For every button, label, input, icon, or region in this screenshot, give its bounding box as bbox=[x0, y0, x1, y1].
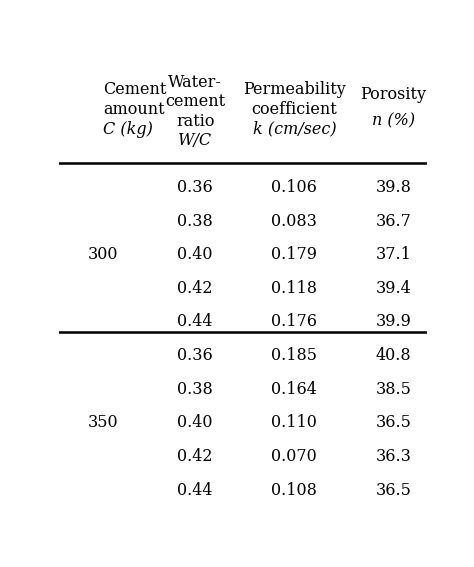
Text: Cement: Cement bbox=[103, 82, 167, 98]
Text: 0.118: 0.118 bbox=[271, 280, 318, 297]
Text: 300: 300 bbox=[88, 246, 118, 263]
Text: 0.083: 0.083 bbox=[272, 213, 317, 230]
Text: 0.38: 0.38 bbox=[177, 380, 213, 397]
Text: Porosity: Porosity bbox=[361, 86, 427, 103]
Text: 0.36: 0.36 bbox=[177, 179, 213, 196]
Text: 0.36: 0.36 bbox=[177, 347, 213, 364]
Text: cement: cement bbox=[165, 93, 225, 110]
Text: 0.44: 0.44 bbox=[177, 314, 213, 331]
Text: W/C: W/C bbox=[178, 133, 212, 150]
Text: 0.176: 0.176 bbox=[271, 314, 318, 331]
Text: 350: 350 bbox=[88, 414, 118, 431]
Text: 0.38: 0.38 bbox=[177, 213, 213, 230]
Text: 36.3: 36.3 bbox=[375, 448, 411, 465]
Text: Permeability: Permeability bbox=[243, 82, 346, 98]
Text: 0.164: 0.164 bbox=[272, 380, 317, 397]
Text: 38.5: 38.5 bbox=[375, 380, 411, 397]
Text: k (cm/sec): k (cm/sec) bbox=[253, 121, 336, 138]
Text: 39.9: 39.9 bbox=[375, 314, 411, 331]
Text: 0.40: 0.40 bbox=[177, 246, 213, 263]
Text: C (kg): C (kg) bbox=[103, 121, 153, 138]
Text: coefficient: coefficient bbox=[252, 101, 337, 118]
Text: 37.1: 37.1 bbox=[375, 246, 411, 263]
Text: 0.42: 0.42 bbox=[177, 448, 213, 465]
Text: 0.44: 0.44 bbox=[177, 481, 213, 498]
Text: Water-: Water- bbox=[168, 74, 222, 91]
Text: 0.106: 0.106 bbox=[272, 179, 317, 196]
Text: 36.5: 36.5 bbox=[375, 414, 411, 431]
Text: 39.8: 39.8 bbox=[375, 179, 411, 196]
Text: n (%): n (%) bbox=[372, 113, 415, 130]
Text: 0.40: 0.40 bbox=[177, 414, 213, 431]
Text: 0.42: 0.42 bbox=[177, 280, 213, 297]
Text: amount: amount bbox=[103, 101, 165, 118]
Text: 0.185: 0.185 bbox=[271, 347, 318, 364]
Text: 0.110: 0.110 bbox=[272, 414, 317, 431]
Text: ratio: ratio bbox=[176, 113, 214, 130]
Text: 40.8: 40.8 bbox=[376, 347, 411, 364]
Text: 36.7: 36.7 bbox=[375, 213, 411, 230]
Text: 39.4: 39.4 bbox=[376, 280, 411, 297]
Text: 0.108: 0.108 bbox=[272, 481, 317, 498]
Text: 0.070: 0.070 bbox=[272, 448, 317, 465]
Text: 36.5: 36.5 bbox=[375, 481, 411, 498]
Text: 0.179: 0.179 bbox=[271, 246, 318, 263]
